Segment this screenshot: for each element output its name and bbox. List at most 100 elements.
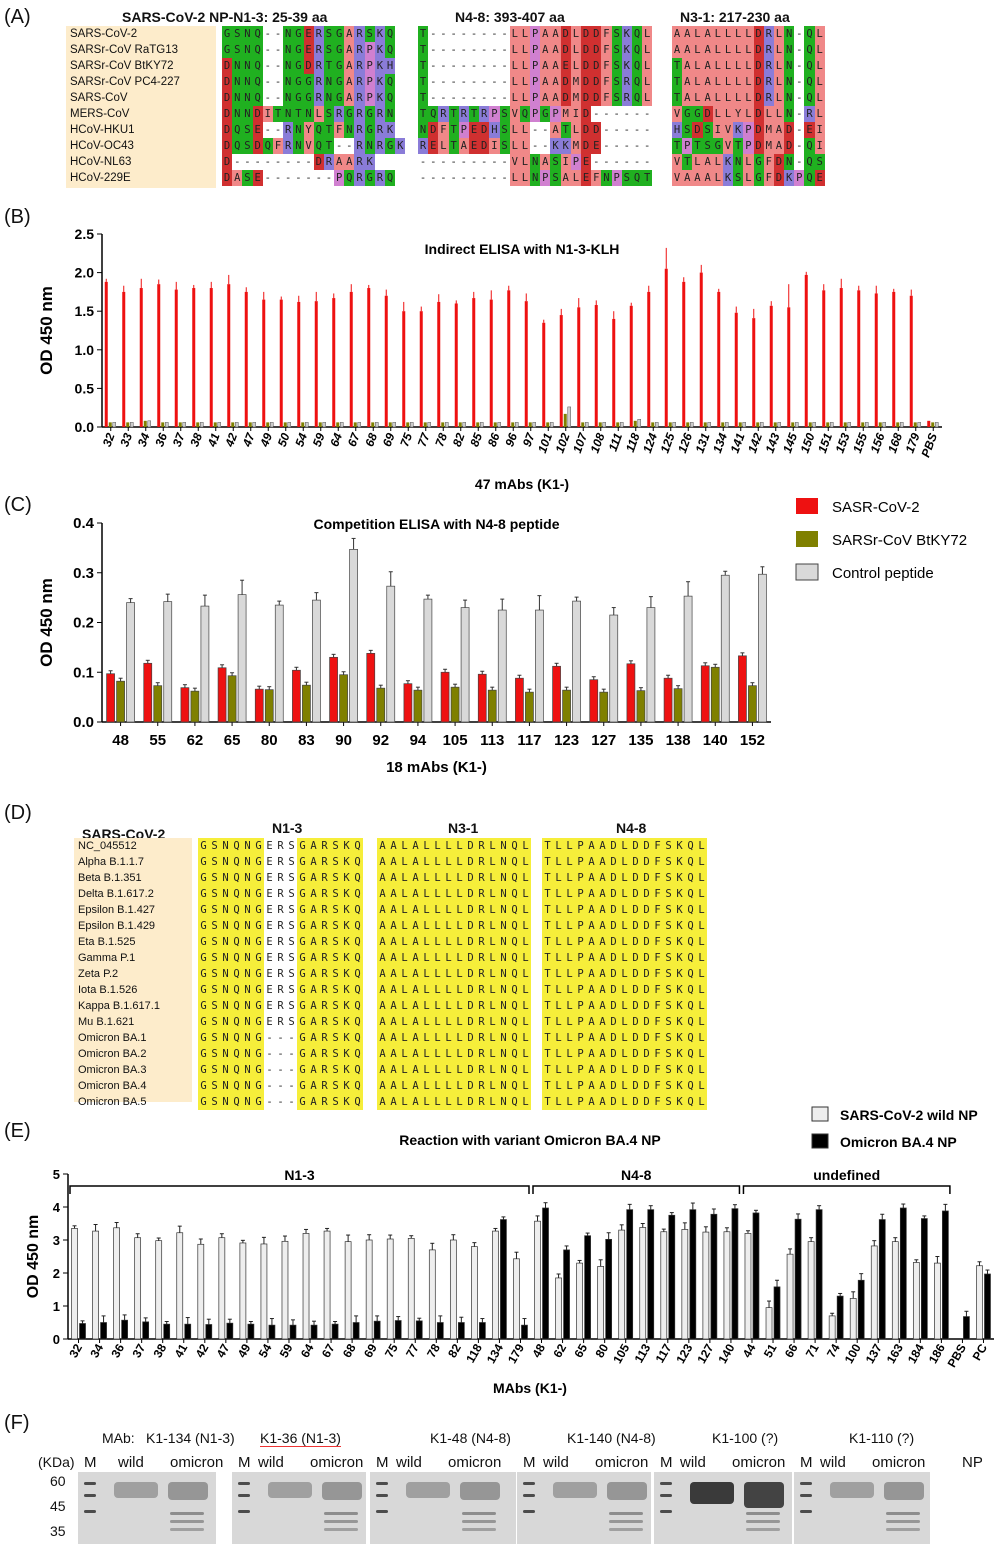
bar (808, 422, 812, 427)
residue: Q (344, 170, 355, 186)
residue: L (443, 998, 454, 1014)
residue: - (430, 172, 437, 184)
residue: A (308, 934, 319, 950)
residue: G (297, 950, 308, 966)
residue: Q (509, 902, 520, 918)
residue: S (209, 854, 220, 870)
residue: - (481, 60, 488, 72)
residue: A (410, 870, 421, 886)
residue: - (633, 108, 641, 120)
x-tick-label: 32 (100, 431, 118, 449)
residue: L (722, 74, 734, 90)
residue: Q (685, 886, 696, 902)
residue: A (388, 870, 399, 886)
residue: E (266, 888, 273, 900)
bar (477, 673, 487, 723)
residue: L (696, 870, 707, 886)
x-tick-label: 65 (224, 732, 241, 749)
residue: L (553, 1046, 564, 1062)
bar (100, 1322, 107, 1340)
residue: A (388, 950, 399, 966)
residue: D (630, 902, 641, 918)
residue: R (476, 1094, 487, 1110)
bar (734, 312, 738, 427)
residue: L (432, 838, 443, 854)
residue: K (674, 918, 685, 934)
residue: D (465, 886, 476, 902)
bar (268, 1324, 276, 1340)
residue: R (763, 90, 774, 106)
residue: - (266, 1032, 273, 1044)
residue: Q (352, 1014, 363, 1030)
residue: Q (231, 934, 242, 950)
residue: N (242, 870, 253, 886)
residue: S (330, 1014, 341, 1030)
residue: - (288, 1080, 295, 1092)
residue: G (198, 902, 209, 918)
x-tick-label: 127 (591, 732, 616, 749)
blot-band (690, 1482, 734, 1504)
blot-band (800, 1482, 812, 1485)
x-tick-label: 41 (205, 431, 223, 450)
legend-label: Control peptide (832, 565, 934, 582)
residue: T (448, 122, 459, 138)
residue: E (428, 138, 439, 154)
residue: A (597, 1078, 608, 1094)
blot-lane-wild: wild (396, 1454, 422, 1471)
residue: I (262, 106, 273, 122)
residue: K (374, 42, 385, 58)
residue: D (608, 838, 619, 854)
residue: A (550, 90, 561, 106)
residue: A (377, 998, 388, 1014)
residue: A (377, 966, 388, 982)
residue: N (242, 998, 253, 1014)
x-tick-label: 66 (782, 1341, 801, 1360)
residue: E (252, 170, 263, 186)
x-tick-label: 92 (372, 732, 389, 749)
residue: Q (631, 170, 643, 186)
residue: A (586, 1030, 597, 1046)
x-tick-label: 168 (885, 431, 905, 455)
residue: L (443, 902, 454, 918)
residue: Q (385, 42, 396, 58)
residue: S (209, 870, 220, 886)
residue: L (454, 902, 465, 918)
residue: N (498, 1046, 509, 1062)
residue: L (443, 934, 454, 950)
residue: M (570, 138, 581, 154)
bar (748, 685, 757, 723)
residue: K (341, 950, 352, 966)
residue: - (501, 92, 508, 104)
residue: - (593, 108, 600, 120)
residue: A (586, 902, 597, 918)
residue: L (619, 838, 630, 854)
bar (305, 422, 309, 428)
x-tick-label: 78 (432, 431, 450, 449)
bar (375, 422, 379, 428)
x-tick-label: 67 (345, 430, 363, 449)
bar (297, 301, 301, 427)
residue: L (487, 1046, 498, 1062)
residue: Y (303, 122, 314, 138)
residue: R (763, 58, 774, 74)
x-tick-label: 68 (362, 431, 380, 449)
residue: Q (685, 1014, 696, 1030)
residue: E (252, 122, 263, 138)
residue: L (696, 1046, 707, 1062)
x-tick-label: 47 (240, 430, 259, 450)
residue: R (334, 106, 345, 122)
residue: - (234, 156, 241, 168)
bar (121, 1319, 128, 1340)
residue: D (222, 74, 233, 90)
residue: G (222, 42, 233, 58)
residue: S (330, 982, 341, 998)
blot-band (886, 1520, 920, 1523)
residue: T (468, 106, 480, 122)
residue: L (421, 918, 432, 934)
residue: Q (509, 838, 520, 854)
residue: A (702, 154, 713, 170)
residue: L (454, 966, 465, 982)
